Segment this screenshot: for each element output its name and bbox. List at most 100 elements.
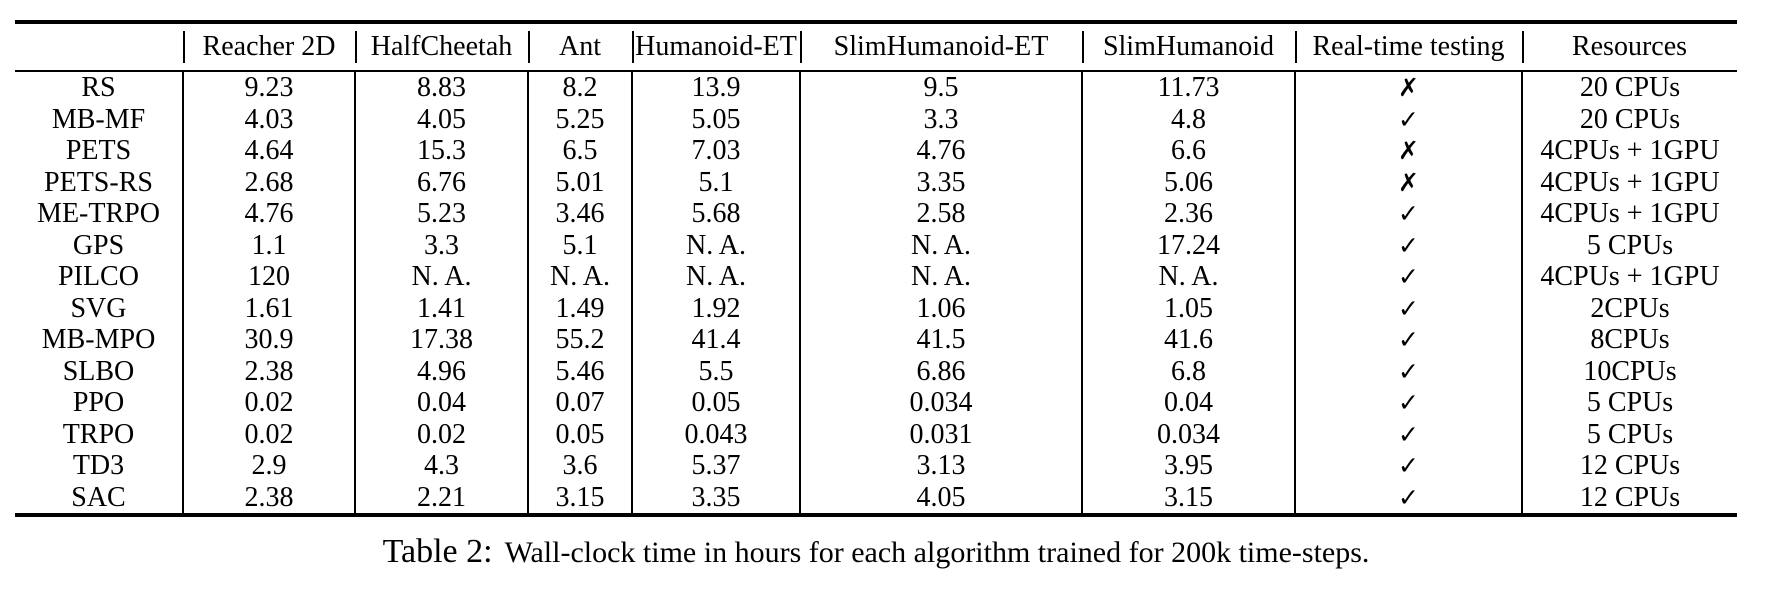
value-cell: 4.76 xyxy=(799,135,1082,167)
value-cell: 4.96 xyxy=(354,355,528,387)
col-header-slimhumanoid: SlimHumanoid xyxy=(1082,22,1295,72)
value-cell: 0.034 xyxy=(1081,418,1295,450)
value-cell: 3.46 xyxy=(527,198,632,230)
value-cell: 2.38 xyxy=(182,481,355,515)
cross-mark-icon: ✗ xyxy=(1294,166,1522,198)
resources-cell: 5 CPUs xyxy=(1521,418,1737,450)
table-row: PETS-RS 2.68 6.76 5.01 5.1 3.35 5.06 ✗ 4CPUs + 1… xyxy=(15,166,1737,198)
value-cell: 5.37 xyxy=(631,450,800,482)
check-mark-icon: ✓ xyxy=(1294,387,1522,419)
value-cell: 0.031 xyxy=(799,418,1082,450)
check-mark-icon: ✓ xyxy=(1294,261,1522,293)
value-cell: 4.3 xyxy=(354,450,528,482)
header-row: Reacher 2D HalfCheetah Ant Humanoid-ET SlimH… xyxy=(15,22,1737,72)
value-cell: 3.95 xyxy=(1081,450,1295,482)
value-cell: 0.02 xyxy=(182,387,355,419)
value-cell: 2.58 xyxy=(799,198,1082,230)
value-cell: 3.3 xyxy=(354,229,528,261)
value-cell: 15.3 xyxy=(354,135,528,167)
table-row: MB-MF 4.03 4.05 5.25 5.05 3.3 4.8 ✓ 20 CPUs xyxy=(15,103,1737,135)
value-cell: 0.02 xyxy=(354,418,528,450)
value-cell: 30.9 xyxy=(182,324,355,356)
value-cell: 1.92 xyxy=(631,292,800,324)
value-cell: 5.05 xyxy=(631,103,800,135)
value-cell: 5.68 xyxy=(631,198,800,230)
table-row: TD3 2.9 4.3 3.6 5.37 3.13 3.95 ✓ 12 CPUs xyxy=(15,450,1737,482)
value-cell: N. A. xyxy=(527,261,632,293)
col-header-real-time-testing: Real-time testing xyxy=(1295,22,1522,72)
value-cell: 0.02 xyxy=(182,418,355,450)
value-cell: 3.15 xyxy=(1081,481,1295,515)
value-cell: 0.05 xyxy=(527,418,632,450)
value-cell: 3.13 xyxy=(799,450,1082,482)
table-row: TRPO 0.02 0.02 0.05 0.043 0.031 0.034 ✓ 5 CPUs xyxy=(15,418,1737,450)
value-cell: 6.8 xyxy=(1081,355,1295,387)
value-cell: 4.05 xyxy=(354,103,528,135)
table-row: PPO 0.02 0.04 0.07 0.05 0.034 0.04 ✓ 5 CPUs xyxy=(15,387,1737,419)
algorithm-name: MB-MPO xyxy=(41,324,156,355)
value-cell: 4.05 xyxy=(799,481,1082,515)
value-cell: N. A. xyxy=(1081,261,1295,293)
table-head: Reacher 2D HalfCheetah Ant Humanoid-ET SlimH… xyxy=(15,22,1737,72)
resources-cell: 12 CPUs xyxy=(1521,481,1737,515)
value-cell: 4.64 xyxy=(182,135,355,167)
value-cell: 3.3 xyxy=(799,103,1082,135)
value-cell: 8.2 xyxy=(527,71,632,104)
algorithm-name: TD3 xyxy=(72,450,125,481)
value-cell: 9.5 xyxy=(799,71,1082,104)
value-cell: 6.5 xyxy=(527,135,632,167)
value-cell: 120 xyxy=(182,261,355,293)
value-cell: 4.76 xyxy=(182,198,355,230)
resources-cell: 10CPUs xyxy=(1521,355,1737,387)
resources-cell: 4CPUs + 1GPU xyxy=(1521,198,1737,230)
table-row: PILCO 120 N. A. N. A. N. A. N. A. N. A. ✓ 4CPUs … xyxy=(15,261,1737,293)
value-cell: 0.04 xyxy=(354,387,528,419)
table-row: MB-MPO 30.9 17.38 55.2 41.4 41.5 41.6 ✓ 8CPUs xyxy=(15,324,1737,356)
check-mark-icon: ✓ xyxy=(1294,292,1522,324)
value-cell: 1.41 xyxy=(354,292,528,324)
algorithm-name: GPS xyxy=(72,229,125,261)
check-mark-icon: ✓ xyxy=(1294,103,1522,135)
value-cell: N. A. xyxy=(631,229,800,261)
value-cell: 2.38 xyxy=(182,355,355,387)
table-row: ME-TRPO 4.76 5.23 3.46 5.68 2.58 2.36 ✓ 4CPUs + … xyxy=(15,198,1737,230)
value-cell: 0.043 xyxy=(631,418,800,450)
value-cell: 1.49 xyxy=(527,292,632,324)
value-cell: 0.05 xyxy=(631,387,800,419)
value-cell: 0.034 xyxy=(799,387,1082,419)
value-cell: 3.15 xyxy=(527,481,632,515)
value-cell: 17.24 xyxy=(1081,229,1295,261)
value-cell: 5.06 xyxy=(1081,166,1295,198)
resources-cell: 5 CPUs xyxy=(1521,229,1737,261)
value-cell: 41.5 xyxy=(799,324,1082,356)
value-cell: 2.68 xyxy=(182,166,355,198)
table-row: SAC 2.38 2.21 3.15 3.35 4.05 3.15 ✓ 12 CPUs xyxy=(15,481,1737,515)
table-row: PETS 4.64 15.3 6.5 7.03 4.76 6.6 ✗ 4CPUs + 1GPU xyxy=(15,135,1737,167)
resources-cell: 4CPUs + 1GPU xyxy=(1521,166,1737,198)
value-cell: 1.06 xyxy=(799,292,1082,324)
value-cell: 5.23 xyxy=(354,198,528,230)
col-header-halfcheetah: HalfCheetah xyxy=(355,22,528,72)
check-mark-icon: ✓ xyxy=(1294,450,1522,482)
table-row: SLBO 2.38 4.96 5.46 5.5 6.86 6.8 ✓ 10CPUs xyxy=(15,355,1737,387)
table-body: RS 9.23 8.83 8.2 13.9 9.5 11.73 ✗ 20 CPUs MB-MF 4.… xyxy=(15,71,1737,515)
value-cell: 17.38 xyxy=(354,324,528,356)
check-mark-icon: ✓ xyxy=(1294,481,1522,515)
results-table: Reacher 2D HalfCheetah Ant Humanoid-ET SlimH… xyxy=(15,20,1737,517)
table-row: SVG 1.61 1.41 1.49 1.92 1.06 1.05 ✓ 2CPUs xyxy=(15,292,1737,324)
resources-cell: 20 CPUs xyxy=(1521,103,1737,135)
algorithm-name: SAC xyxy=(71,481,126,513)
check-mark-icon: ✓ xyxy=(1294,229,1522,261)
value-cell: 6.6 xyxy=(1081,135,1295,167)
value-cell: 5.46 xyxy=(527,355,632,387)
table-row: GPS 1.1 3.3 5.1 N. A. N. A. 17.24 ✓ 5 CPUs xyxy=(15,229,1737,261)
value-cell: 1.61 xyxy=(182,292,355,324)
value-cell: 3.35 xyxy=(799,166,1082,198)
value-cell: 3.6 xyxy=(527,450,632,482)
value-cell: N. A. xyxy=(631,261,800,293)
algorithm-name: RS xyxy=(81,72,116,103)
value-cell: 5.25 xyxy=(527,103,632,135)
paper-table-figure: Reacher 2D HalfCheetah Ant Humanoid-ET SlimH… xyxy=(15,20,1737,570)
value-cell: 6.76 xyxy=(354,166,528,198)
value-cell: 2.36 xyxy=(1081,198,1295,230)
